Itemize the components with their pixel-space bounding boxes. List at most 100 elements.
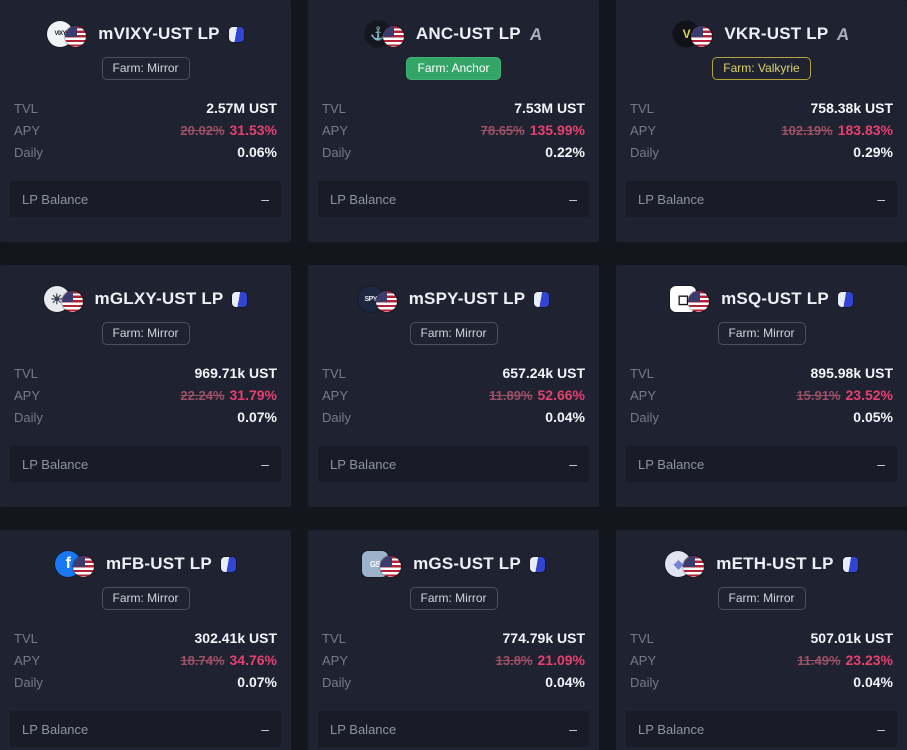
tvl-value: 774.79k UST [502,630,586,646]
tvl-row: TVL 2.57M UST [14,100,277,122]
daily-label: Daily [322,145,351,160]
apy-old-value: 18.74% [180,653,225,668]
apy-new-value: 183.83% [837,122,893,138]
lp-balance-value: – [261,456,269,472]
mirror-protocol-icon [529,556,545,572]
pool-title-row: f mFB-UST LP A [55,550,236,578]
tvl-value: 302.41k UST [194,630,278,646]
daily-row: Daily 0.06% [14,144,277,166]
us-flag-icon [688,291,710,312]
daily-value: 0.06% [237,144,277,160]
daily-label: Daily [630,410,659,425]
mirror-protocol-icon [220,556,236,572]
tvl-row: TVL 895.98k UST [630,365,893,387]
us-flag-icon [380,556,402,577]
pool-card[interactable]: ☀ mGLXY-UST LP A Farm: Mirror TVL 969.71… [0,265,291,507]
token-pair-icons: ☀ [43,285,86,313]
us-flag-icon [65,26,87,47]
tvl-value: 895.98k UST [810,365,894,381]
tvl-label: TVL [630,366,654,381]
apy-label: APY [630,123,657,138]
pool-title-row: ◆ mETH-UST LP A [665,550,858,578]
daily-row: Daily 0.07% [14,674,277,696]
pool-card[interactable]: ⚓ ANC-UST LP A Farm: Anchor TVL 7.53M US… [308,0,599,242]
daily-row: Daily 0.05% [630,409,893,431]
apy-new-value: 31.53% [229,122,277,138]
daily-row: Daily 0.07% [14,409,277,431]
apy-old-value: 11.89% [489,388,533,403]
pool-title: mETH-UST LP [716,554,834,573]
protocol-a-icon: A [836,24,851,44]
pool-stats: TVL 895.98k UST APY 15.91% 23.52% Daily 0… [628,365,895,431]
pool-card[interactable]: ◆ mETH-UST LP A Farm: Mirror TVL 507.01k… [616,530,907,750]
pool-header: GS mGS-UST LP A Farm: Mirror [320,542,587,610]
apy-label: APY [630,653,657,668]
lp-balance-value: – [261,191,269,207]
lp-balance-value: – [569,721,577,737]
us-flag-icon [691,26,713,47]
apy-values: 20.02% 31.53% [180,122,277,138]
pool-stats: TVL 774.79k UST APY 13.8% 21.09% Daily 0.… [320,630,587,696]
pool-title-row: ☀ mGLXY-UST LP A [43,285,248,313]
lp-balance-row: LP Balance – [10,181,281,217]
lp-balance-row: LP Balance – [318,446,589,482]
lp-balance-label: LP Balance [330,191,397,207]
apy-old-value: 20.02% [180,123,225,138]
us-flag-icon [375,291,397,312]
apy-old-value: 22.24% [180,388,225,403]
lp-balance-row: LP Balance – [626,711,897,747]
tvl-value: 969.71k UST [194,365,278,381]
daily-label: Daily [14,145,43,160]
pool-header: f mFB-UST LP A Farm: Mirror [12,542,279,610]
pool-card[interactable]: SPY mSPY-UST LP A Farm: Mirror TVL 657.2… [308,265,599,507]
daily-row: Daily 0.29% [630,144,893,166]
pool-title-row: SPY mSPY-UST LP A [357,285,550,313]
daily-row: Daily 0.04% [630,674,893,696]
pool-card[interactable]: V VKR-UST LP A Farm: Valkyrie TVL 758.38… [616,0,907,242]
tvl-label: TVL [14,366,38,381]
lp-balance-label: LP Balance [330,721,397,737]
pool-title: mGS-UST LP [413,554,521,573]
lp-balance-label: LP Balance [22,456,89,472]
farm-badge: Farm: Mirror [101,322,190,345]
apy-new-value: 31.79% [229,387,277,403]
mirror-protocol-icon [837,291,853,307]
apy-values: 13.8% 21.09% [496,652,585,668]
lp-balance-label: LP Balance [638,191,705,207]
tvl-value: 657.24k UST [502,365,586,381]
pool-card[interactable]: f mFB-UST LP A Farm: Mirror TVL 302.41k … [0,530,291,750]
pool-stats: TVL 969.71k UST APY 22.24% 31.79% Daily 0… [12,365,279,431]
apy-values: 11.89% 52.66% [489,387,585,403]
pool-title: mVIXY-UST LP [98,24,220,43]
pool-card[interactable]: VIXY mVIXY-UST LP A Farm: Mirror TVL 2.5… [0,0,291,242]
tvl-row: TVL 302.41k UST [14,630,277,652]
farm-badge: Farm: Mirror [409,322,498,345]
apy-row: APY 15.91% 23.52% [630,387,893,409]
lp-balance-value: – [261,721,269,737]
lp-balance-row: LP Balance – [626,446,897,482]
apy-old-value: 78.65% [480,123,525,138]
daily-label: Daily [322,410,351,425]
tvl-row: TVL 507.01k UST [630,630,893,652]
tvl-label: TVL [14,101,38,116]
pool-stats: TVL 657.24k UST APY 11.89% 52.66% Daily 0… [320,365,587,431]
pool-card[interactable]: GS mGS-UST LP A Farm: Mirror TVL 774.79k… [308,530,599,750]
daily-label: Daily [322,675,351,690]
tvl-label: TVL [630,101,654,116]
farm-badge: Farm: Mirror [717,587,806,610]
apy-row: APY 22.24% 31.79% [14,387,277,409]
apy-old-value: 13.8% [495,653,533,668]
apy-label: APY [322,388,349,403]
daily-value: 0.07% [237,409,277,425]
farm-badge: Farm: Mirror [717,322,806,345]
pool-card[interactable]: ◻ mSQ-UST LP A Farm: Mirror TVL 895.98k … [616,265,907,507]
apy-values: 18.74% 34.76% [180,652,277,668]
pool-title: mGLXY-UST LP [94,289,224,308]
lp-balance-label: LP Balance [638,456,705,472]
pool-stats: TVL 7.53M UST APY 78.65% 135.99% Daily 0.… [320,100,587,166]
pool-header: ☀ mGLXY-UST LP A Farm: Mirror [12,277,279,345]
apy-row: APY 18.74% 34.76% [14,652,277,674]
token-pair-icons: ◆ [665,550,707,578]
apy-values: 78.65% 135.99% [481,122,585,138]
